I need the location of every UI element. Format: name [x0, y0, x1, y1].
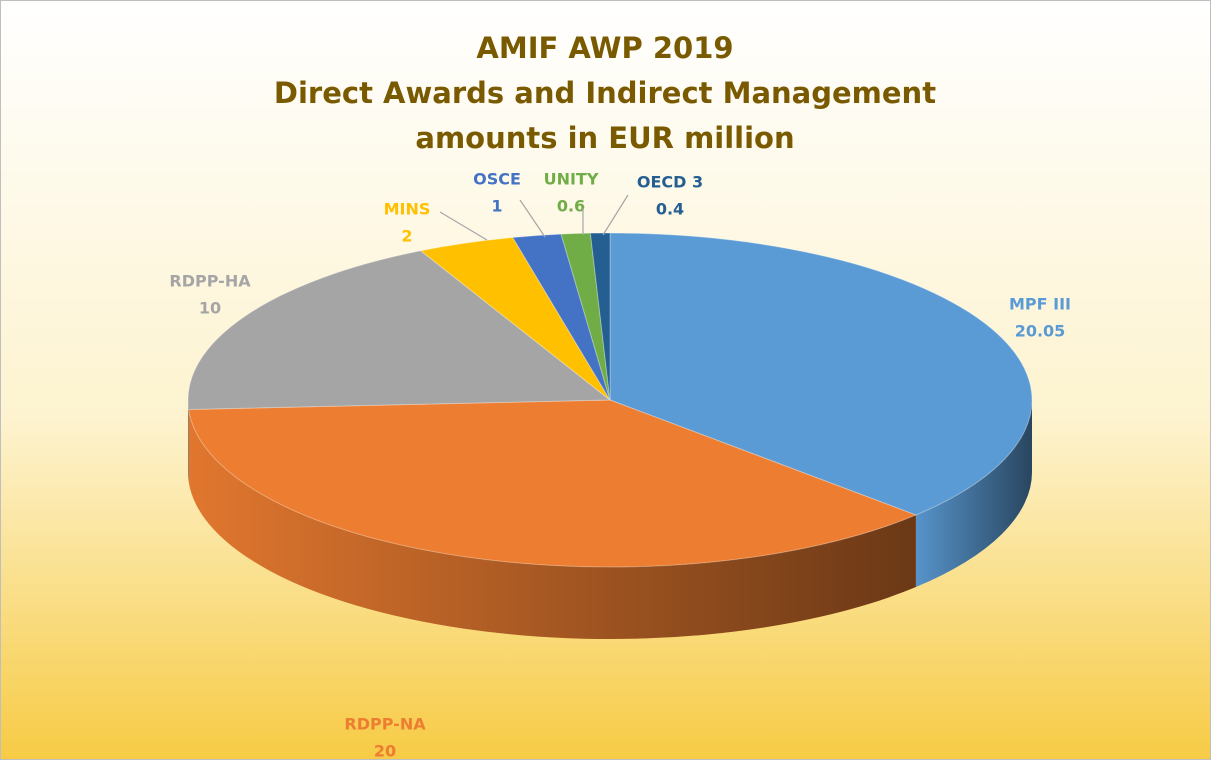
slice-label: OECD 3 — [637, 173, 703, 192]
slice-value: 1 — [491, 197, 502, 216]
slice-value: 2 — [401, 227, 412, 246]
chart-title: Direct Awards and Indirect Management — [274, 76, 936, 110]
slice — [560, 232, 611, 401]
slice-side-shade — [915, 400, 1032, 588]
slice — [609, 232, 1033, 516]
slice-value: 10 — [199, 299, 221, 318]
slice-label: MINS — [384, 200, 431, 219]
slice-value: 0.6 — [557, 197, 585, 216]
slice — [419, 236, 611, 401]
slice — [188, 399, 918, 568]
slice-value: 0.4 — [656, 200, 684, 219]
slice — [589, 232, 611, 401]
slice-label: MPF III — [1009, 295, 1071, 314]
slice-label: RDPP-NA — [344, 715, 426, 734]
slice-value: 20 — [374, 742, 396, 760]
slice-label: RDPP-HA — [169, 272, 251, 291]
leader-line — [439, 211, 488, 241]
leader-line — [519, 199, 546, 238]
slice — [511, 233, 611, 401]
chart-title: amounts in EUR million — [415, 121, 794, 155]
slice-side-shade — [188, 409, 916, 640]
leader-line — [602, 194, 629, 236]
slice-label: UNITY — [544, 170, 599, 189]
slice-side-shade — [188, 400, 189, 482]
chart-title: AMIF AWP 2019 — [476, 31, 733, 65]
slice-value: 20.05 — [1015, 322, 1066, 341]
slice-label: OSCE — [473, 170, 521, 189]
slice — [187, 250, 612, 410]
